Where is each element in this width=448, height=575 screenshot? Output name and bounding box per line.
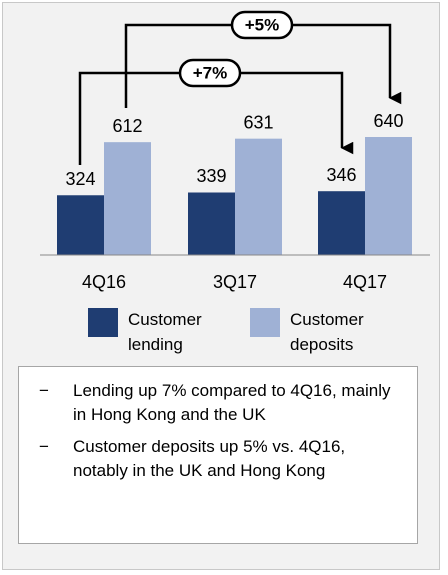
legend-swatch — [250, 308, 280, 337]
x-tick-label: 4Q17 — [343, 272, 387, 292]
bullet: Customer deposits up 5% vs. 4Q16, notabl… — [19, 435, 403, 483]
value-label: 640 — [373, 111, 403, 131]
legend-label: Customer deposits — [290, 310, 364, 354]
legend-swatch — [88, 308, 118, 337]
value-label: 346 — [326, 165, 356, 185]
value-label: 631 — [243, 112, 273, 132]
annotation: +5% — [245, 15, 280, 34]
bar — [235, 138, 282, 255]
value-label: 339 — [196, 166, 226, 186]
annotation: +7% — [193, 63, 228, 82]
notes-box: Lending up 7% compared to 4Q16, mainly i… — [18, 366, 418, 544]
legend-label: Customer lending — [128, 310, 202, 354]
bar — [318, 191, 365, 255]
annotation-badge — [178, 58, 242, 88]
bar — [104, 142, 151, 255]
value-label: 324 — [65, 169, 95, 189]
annotation-badge — [230, 10, 294, 40]
x-tick-label: 4Q16 — [82, 272, 126, 292]
bullet: Lending up 7% compared to 4Q16, mainly i… — [19, 379, 403, 427]
bar — [365, 137, 412, 255]
bar — [57, 195, 104, 255]
bar — [188, 192, 235, 255]
value-label: 612 — [112, 116, 142, 136]
x-tick-label: 3Q17 — [213, 272, 257, 292]
